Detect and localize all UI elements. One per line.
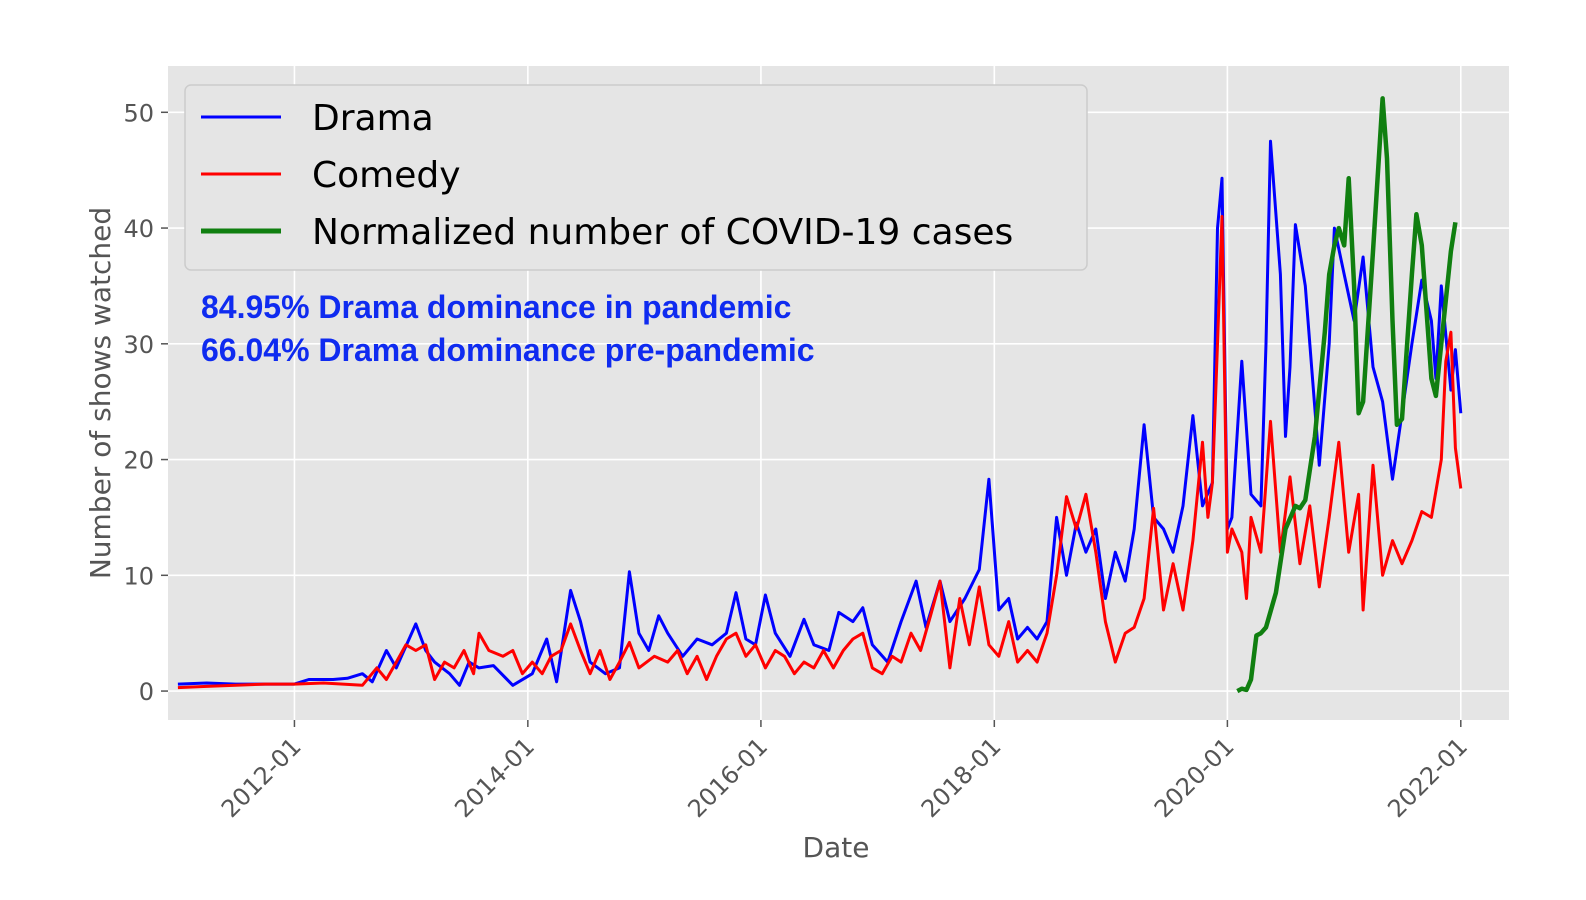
x-axis-ticks: 2012-01 2014-01 2016-01 2018-01 2020-01 2022-… [216,720,1473,823]
y-tick-label: 0 [139,678,154,706]
legend-box [184,84,1088,271]
y-tick-label: 40 [123,215,154,243]
y-tick-label: 10 [123,562,154,590]
y-tick-label: 20 [123,447,154,475]
x-axis-title: Date [803,831,870,864]
legend-label-comedy: Comedy [312,155,461,196]
x-tick-label: 2016-01 [682,732,773,823]
legend-label-drama: Drama [312,98,434,139]
annotation-pre-pandemic: 66.04% Drama dominance pre-pandemic [201,332,815,368]
y-axis-ticks: 0 10 20 30 40 50 [123,99,168,706]
legend-label-covid: Normalized number of COVID-19 cases [312,212,1013,253]
x-tick-label: 2022-01 [1382,732,1473,823]
y-axis-title: Number of shows watched [84,207,117,579]
x-tick-label: 2018-01 [916,732,1007,823]
series-line-covid [1236,96,1458,694]
y-tick-label: 50 [123,99,154,127]
series-line-drama [177,139,1463,687]
x-tick-label: 2014-01 [449,732,540,823]
series-layer [177,96,1463,694]
x-tick-label: 2012-01 [216,732,307,823]
y-tick-label: 30 [123,331,154,359]
legend: Drama Comedy Normalized number of COVID-… [184,84,1088,271]
x-tick-label: 2020-01 [1149,732,1240,823]
annotation-pandemic: 84.95% Drama dominance in pandemic [201,289,791,325]
